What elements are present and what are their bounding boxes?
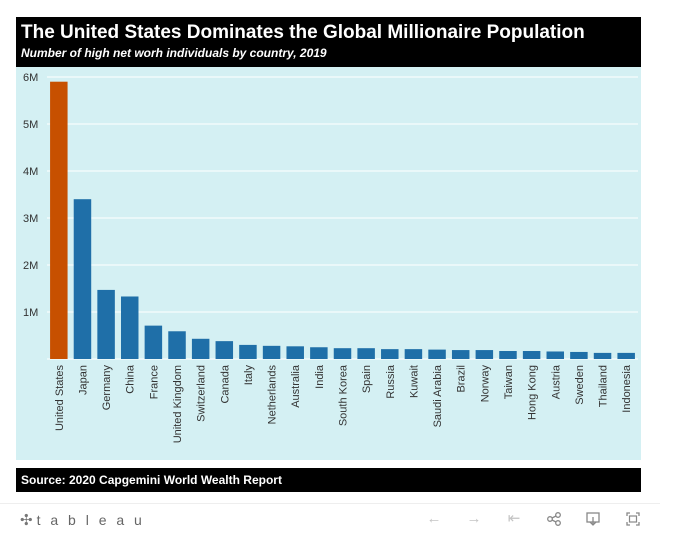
bar[interactable] bbox=[262, 345, 281, 359]
tableau-toolbar: ✣ t a b l e a u ← → ⇤ bbox=[0, 503, 660, 534]
x-tick-label: Germany bbox=[101, 365, 113, 411]
bar[interactable] bbox=[50, 81, 68, 359]
revert-button[interactable]: ⇤ bbox=[503, 509, 525, 529]
x-tick-label: Indonesia bbox=[621, 364, 633, 413]
bar[interactable] bbox=[97, 289, 115, 359]
x-tick-label: Italy bbox=[243, 365, 255, 386]
bar[interactable] bbox=[617, 352, 635, 359]
share-button[interactable] bbox=[543, 509, 565, 529]
y-tick-label: 3M bbox=[23, 213, 38, 225]
x-tick-label: Austria bbox=[550, 364, 562, 399]
revert-icon: ⇤ bbox=[507, 510, 521, 527]
x-tick-label: Brazil bbox=[456, 365, 468, 393]
arrow-right-icon: → bbox=[466, 510, 482, 527]
y-tick-label: 5M bbox=[23, 119, 38, 131]
download-icon bbox=[586, 512, 600, 526]
bar[interactable] bbox=[333, 348, 352, 359]
download-button[interactable] bbox=[582, 509, 604, 529]
chart-subtitle: Number of high net worh individuals by c… bbox=[21, 46, 327, 60]
x-tick-label: India bbox=[314, 364, 326, 389]
x-tick-label: Netherlands bbox=[267, 365, 279, 425]
x-tick-label: Sweden bbox=[574, 365, 586, 405]
tableau-logo[interactable]: ✣ t a b l e a u bbox=[20, 511, 145, 529]
bar[interactable] bbox=[381, 349, 399, 359]
y-tick-label: 2M bbox=[23, 260, 38, 272]
bar[interactable] bbox=[168, 331, 186, 359]
x-tick-label: France bbox=[148, 365, 160, 399]
tableau-cross-icon: ✣ bbox=[20, 512, 33, 529]
y-tick-label: 6M bbox=[23, 72, 38, 84]
bar[interactable] bbox=[73, 199, 92, 359]
bar[interactable] bbox=[522, 351, 541, 359]
bar[interactable] bbox=[239, 344, 257, 359]
x-tick-label: United Kingdom bbox=[172, 365, 184, 443]
chart-area[interactable]: 1M 2M 3M 4M 5M 6M United States Japan Germany Chi… bbox=[16, 67, 641, 460]
x-tick-label: Saudi Arabia bbox=[432, 364, 444, 427]
arrow-left-icon: ← bbox=[426, 510, 442, 527]
fullscreen-button[interactable] bbox=[622, 509, 644, 529]
x-tick-label: South Korea bbox=[338, 364, 350, 426]
x-tick-label: Switzerland bbox=[196, 365, 208, 422]
bar[interactable] bbox=[570, 351, 588, 359]
bar[interactable] bbox=[120, 296, 139, 359]
source-note: Source: 2020 Capgemini World Wealth Repo… bbox=[21, 473, 282, 487]
bar[interactable] bbox=[546, 351, 565, 359]
bar[interactable] bbox=[475, 350, 494, 359]
bar[interactable] bbox=[215, 341, 234, 359]
bar[interactable] bbox=[451, 350, 470, 359]
x-tick-label: Hong Kong bbox=[527, 365, 539, 420]
redo-button[interactable]: → bbox=[463, 509, 485, 529]
chart-header: The United States Dominates the Global M… bbox=[16, 17, 641, 67]
chart-title: The United States Dominates the Global M… bbox=[21, 22, 585, 43]
x-tick-label: Russia bbox=[385, 364, 397, 399]
bar[interactable] bbox=[191, 338, 210, 359]
x-tick-label: United States bbox=[54, 365, 66, 432]
undo-button[interactable]: ← bbox=[423, 509, 445, 529]
x-tick-label: Canada bbox=[219, 364, 231, 403]
bar[interactable] bbox=[144, 325, 163, 359]
bar[interactable] bbox=[310, 347, 328, 359]
x-tick-label: Japan bbox=[77, 365, 89, 395]
tableau-wordmark: t a b l e a u bbox=[36, 512, 145, 528]
x-tick-label: Thailand bbox=[598, 365, 610, 407]
bar[interactable] bbox=[499, 351, 517, 359]
x-tick-label: Spain bbox=[361, 365, 373, 393]
bar[interactable] bbox=[357, 348, 375, 359]
x-tick-label: Taiwan bbox=[503, 365, 515, 399]
bar[interactable] bbox=[428, 349, 446, 359]
x-tick-label: Norway bbox=[479, 365, 491, 403]
chart-footer: Source: 2020 Capgemini World Wealth Repo… bbox=[16, 468, 641, 492]
share-icon bbox=[547, 512, 561, 526]
bar-chart[interactable]: 1M 2M 3M 4M 5M 6M United States Japan Germany Chi… bbox=[16, 67, 641, 460]
y-tick-label: 1M bbox=[23, 307, 38, 319]
bar[interactable] bbox=[404, 349, 423, 359]
bar[interactable] bbox=[593, 352, 612, 359]
x-tick-label: China bbox=[125, 364, 137, 394]
fullscreen-icon bbox=[626, 512, 640, 526]
x-tick-label: Kuwait bbox=[408, 365, 420, 398]
bar[interactable] bbox=[286, 346, 304, 359]
x-tick-label: Australia bbox=[290, 364, 302, 408]
y-tick-label: 4M bbox=[23, 166, 38, 178]
